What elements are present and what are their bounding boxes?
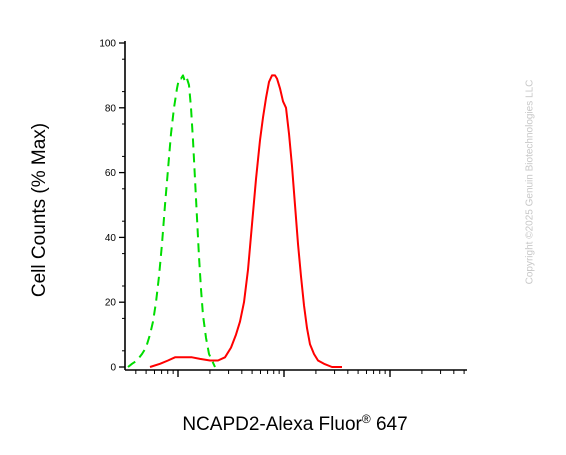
y-tick-label-100: 100 [99, 39, 116, 50]
y-tick-label-80: 80 [105, 103, 117, 114]
y-axis-ticks: 0 20 40 60 80 100 [99, 39, 125, 374]
y-tick-label-20: 20 [105, 298, 117, 309]
y-tick-label-40: 40 [105, 233, 117, 244]
x-axis-label-suffix: 647 [370, 414, 408, 435]
y-axis-label: Cell Counts (% Max) [29, 122, 50, 298]
y-tick-label-60: 60 [105, 168, 117, 179]
x-axis-label-text: NCAPD2-Alexa Fluor [182, 414, 362, 435]
control-histogram-dashed [127, 74, 216, 368]
series-layer [127, 74, 342, 368]
axes [124, 41, 467, 371]
x-axis-label: NCAPD2-Alexa Fluor® 647 [182, 412, 407, 436]
y-tick-label-0: 0 [110, 363, 116, 374]
copyright-watermark: Copyright ©2025 Genuin Biotechnologies L… [524, 79, 536, 285]
sample-histogram-solid [149, 74, 342, 368]
x-axis-ticks [135, 370, 465, 377]
registered-mark: ® [361, 412, 371, 426]
